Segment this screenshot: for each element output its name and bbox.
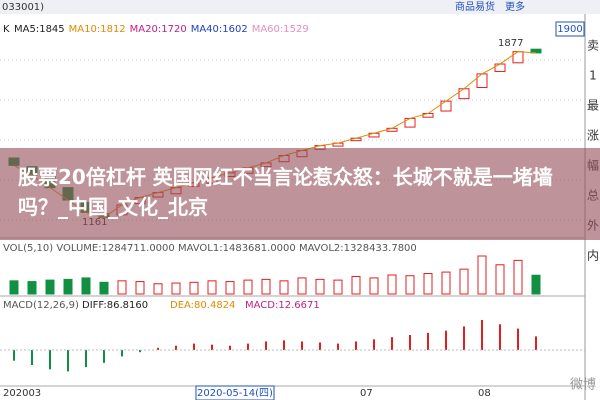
volume-bar — [459, 268, 469, 295]
price-box-text: 1900 — [557, 24, 582, 35]
candle — [512, 51, 524, 64]
link[interactable]: 商品易货 — [455, 0, 495, 13]
volume-bar — [513, 259, 523, 295]
volume-bar — [351, 275, 361, 295]
volume-bar — [297, 277, 307, 295]
header-bar — [0, 0, 600, 14]
volume-bar — [81, 277, 91, 295]
ma-label: MA10:1812 — [69, 24, 126, 35]
volume-bar — [315, 278, 325, 295]
volume-bar — [495, 264, 505, 295]
volume-bar — [441, 271, 451, 295]
ma-label: MA20:1720 — [130, 24, 187, 35]
candle — [494, 63, 506, 72]
watermark: 微博 — [570, 378, 596, 393]
panel-label: K — [3, 24, 10, 35]
volume-bar — [405, 275, 415, 295]
volume-bar — [9, 280, 19, 295]
volume-bar — [189, 281, 199, 295]
volume-bar — [387, 274, 397, 295]
volume-bar — [477, 255, 487, 295]
volume-bar — [153, 283, 163, 295]
date-box — [195, 385, 275, 400]
volume-bar — [423, 273, 433, 295]
panel-label: MACD(12,26,9) — [3, 300, 79, 311]
volume-bar — [261, 278, 271, 295]
macd-dea: DEA:80.4824 — [170, 300, 235, 311]
volume-bar — [207, 280, 217, 295]
volume-bar — [117, 280, 127, 295]
panel-label: VOL(5,10) VOLUME:1284711.0000 MAVOL1:148… — [3, 243, 417, 254]
headline-banner: 股票20倍杠杆 英国网红不当言论惹众怒：长城不就是一堵墙吗？_中国_文化_北京 — [0, 148, 600, 240]
date-label: 07 — [360, 388, 373, 399]
ma-label: MA5:1845 — [14, 24, 65, 35]
volume-bar — [45, 279, 55, 295]
volume-bar — [279, 280, 289, 295]
candle — [476, 73, 488, 89]
date-label: 202003 — [3, 388, 41, 399]
candle — [458, 88, 470, 100]
ma-label: MA60:1529 — [252, 24, 309, 35]
date-label: 2020-05-14(四) — [197, 388, 273, 399]
volume-bar — [99, 281, 109, 295]
sidebar-label: 涨 — [587, 128, 599, 143]
link[interactable]: 更多 — [505, 0, 525, 13]
volume-bar — [27, 281, 37, 295]
sidebar-label: 内 — [587, 249, 599, 263]
volume-bar — [135, 281, 145, 295]
sidebar-label: 卖 — [587, 39, 599, 53]
candle — [440, 100, 452, 112]
ma-label: MA40:1602 — [191, 24, 248, 35]
code: 033001) — [2, 2, 44, 13]
high-label: 1877 — [498, 38, 523, 49]
volume-bar — [369, 277, 379, 295]
macd-value: MACD:12.6671 — [245, 300, 320, 311]
volume-bar — [243, 279, 253, 295]
volume-bar — [63, 278, 73, 295]
candle — [404, 117, 416, 128]
price-box — [555, 21, 585, 37]
date-label: 08 — [478, 388, 491, 399]
volume-bar — [333, 279, 343, 295]
volume-bar — [171, 282, 181, 295]
volume-bar — [531, 274, 541, 295]
sidebar-label: 1 — [589, 69, 597, 83]
volume-bar — [225, 281, 235, 295]
sidebar-label: 最 — [587, 99, 599, 113]
macd-diff: DIFF:86.8160 — [82, 300, 148, 311]
